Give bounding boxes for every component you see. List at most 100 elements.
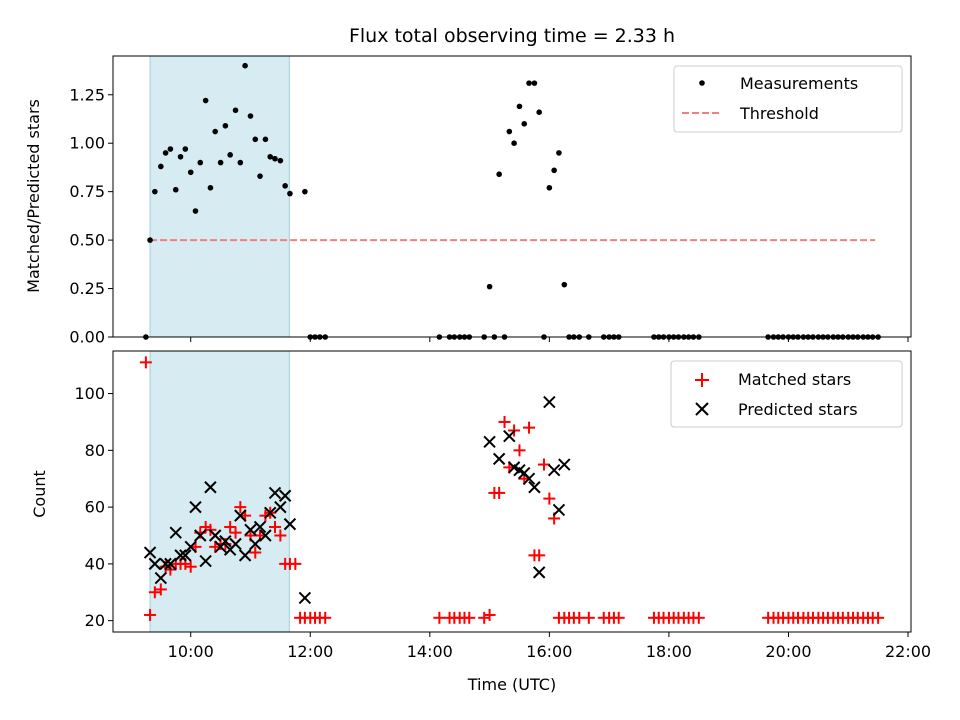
measurement-point <box>187 169 194 176</box>
matched-star-point <box>478 611 491 624</box>
matched-star-point <box>872 611 885 624</box>
y-tick-label: 0.00 <box>69 328 105 347</box>
x-stroke-b <box>219 534 232 548</box>
x-stroke-b <box>492 452 506 466</box>
top-panel-frame <box>112 55 912 338</box>
x-stroke-b <box>264 506 277 519</box>
x-stroke-b <box>154 571 168 585</box>
legend-matched-marker <box>695 373 709 387</box>
measurement-point <box>287 190 293 197</box>
bottom-panel-y-axis-label: Count <box>30 470 49 518</box>
matched-star-point <box>184 560 197 573</box>
chart-title: Flux total observing time = 2.33 h <box>349 25 675 47</box>
predicted-star-point <box>204 481 217 494</box>
predicted-star-point <box>558 458 571 471</box>
matched-star-point <box>582 611 595 624</box>
measurement-point <box>526 80 532 86</box>
legend-measurements-marker <box>699 80 705 86</box>
y-tick-label: 80 <box>85 441 105 460</box>
predicted-star-point <box>522 472 536 485</box>
bottom-panel-frame <box>112 350 912 633</box>
measurement-point <box>202 97 209 104</box>
x-stroke-b <box>184 540 197 554</box>
y-tick-label: 100 <box>74 384 105 403</box>
top-panel-x-ticks <box>190 337 909 342</box>
predicted-star-point <box>552 503 566 517</box>
predicted-star-point <box>503 429 516 443</box>
observation-window-shading-top <box>149 55 290 338</box>
matched-star-point <box>523 421 536 434</box>
measurement-point <box>267 153 274 160</box>
measurement-point <box>247 113 254 119</box>
x-stroke-b <box>209 529 222 542</box>
matched-star-point <box>612 611 625 624</box>
matched-star-point <box>533 549 546 562</box>
measurement-point <box>222 122 229 129</box>
x-stroke-b <box>558 458 571 471</box>
matched-star-point <box>513 444 526 457</box>
x-tick-label: 16:00 <box>526 642 572 661</box>
x-stroke-b <box>148 557 162 571</box>
predicted-star-point <box>483 435 496 449</box>
measurement-point <box>172 186 179 193</box>
x-stroke-b <box>543 395 556 409</box>
measurement-point <box>257 173 263 179</box>
predicted-star-point <box>278 489 292 502</box>
matched-star-point <box>154 583 167 596</box>
y-tick-label: 40 <box>85 554 105 573</box>
measurement-point <box>217 159 224 166</box>
matched-star-point <box>498 415 511 428</box>
predicted-star-point <box>143 546 157 559</box>
x-stroke-b <box>194 529 207 542</box>
measurement-point <box>536 109 542 115</box>
x-stroke-b <box>253 520 267 534</box>
predicted-star-point <box>259 529 272 542</box>
matched-star-point <box>543 492 556 505</box>
legend-measurements-label: Measurements <box>740 74 858 93</box>
y-tick-label: 1.25 <box>69 85 105 104</box>
measurement-point <box>277 157 284 164</box>
predicted-star-point <box>274 500 287 514</box>
x-stroke-b <box>547 464 561 477</box>
x-stroke-b <box>199 554 212 568</box>
top-panel-y-ticks: 0.00 0.25 0.50 0.75 1.00 1.25 <box>69 85 113 347</box>
x-stroke-b <box>169 526 182 539</box>
predicted-star-point <box>229 537 242 551</box>
y-tick-label: 0.50 <box>69 231 105 250</box>
top-legend-frame <box>673 65 903 133</box>
x-tick-label: 10:00 <box>168 642 214 661</box>
x-stroke-b <box>189 500 202 514</box>
measurement-point <box>496 171 502 178</box>
x-stroke-b <box>249 537 262 551</box>
predicted-star-point <box>184 540 197 554</box>
predicted-star-point <box>189 500 202 514</box>
y-tick-label: 1.00 <box>69 134 105 153</box>
x-tick-label: 20:00 <box>765 642 811 661</box>
x-stroke-b <box>179 549 192 562</box>
matched-star-point <box>148 586 161 599</box>
x-stroke-b <box>229 537 242 551</box>
predicted-star-point <box>219 534 232 548</box>
x-stroke-b <box>259 529 272 542</box>
matched-star-point <box>139 356 152 369</box>
matched-star-point <box>268 520 281 533</box>
predicted-star-point <box>159 557 172 571</box>
matched-star-point <box>289 557 302 570</box>
x-tick-label: 12:00 <box>287 642 333 661</box>
measurement-point <box>177 153 184 160</box>
x-stroke-b <box>522 472 536 485</box>
predicted-star-point <box>179 549 192 562</box>
x-stroke-b <box>532 566 546 579</box>
y-tick-label: 0.75 <box>69 182 105 201</box>
predicted-star-point <box>543 395 556 409</box>
predicted-star-point <box>238 549 252 562</box>
predicted-star-point <box>532 566 546 579</box>
measurement-point <box>486 283 493 290</box>
matched-star-point <box>537 458 550 471</box>
y-tick-label: 60 <box>85 498 105 517</box>
x-stroke-b <box>143 546 157 559</box>
x-stroke-b <box>244 523 257 537</box>
measurement-point <box>192 208 199 214</box>
predicted-star-point <box>154 571 168 585</box>
x-stroke-b <box>528 481 541 494</box>
